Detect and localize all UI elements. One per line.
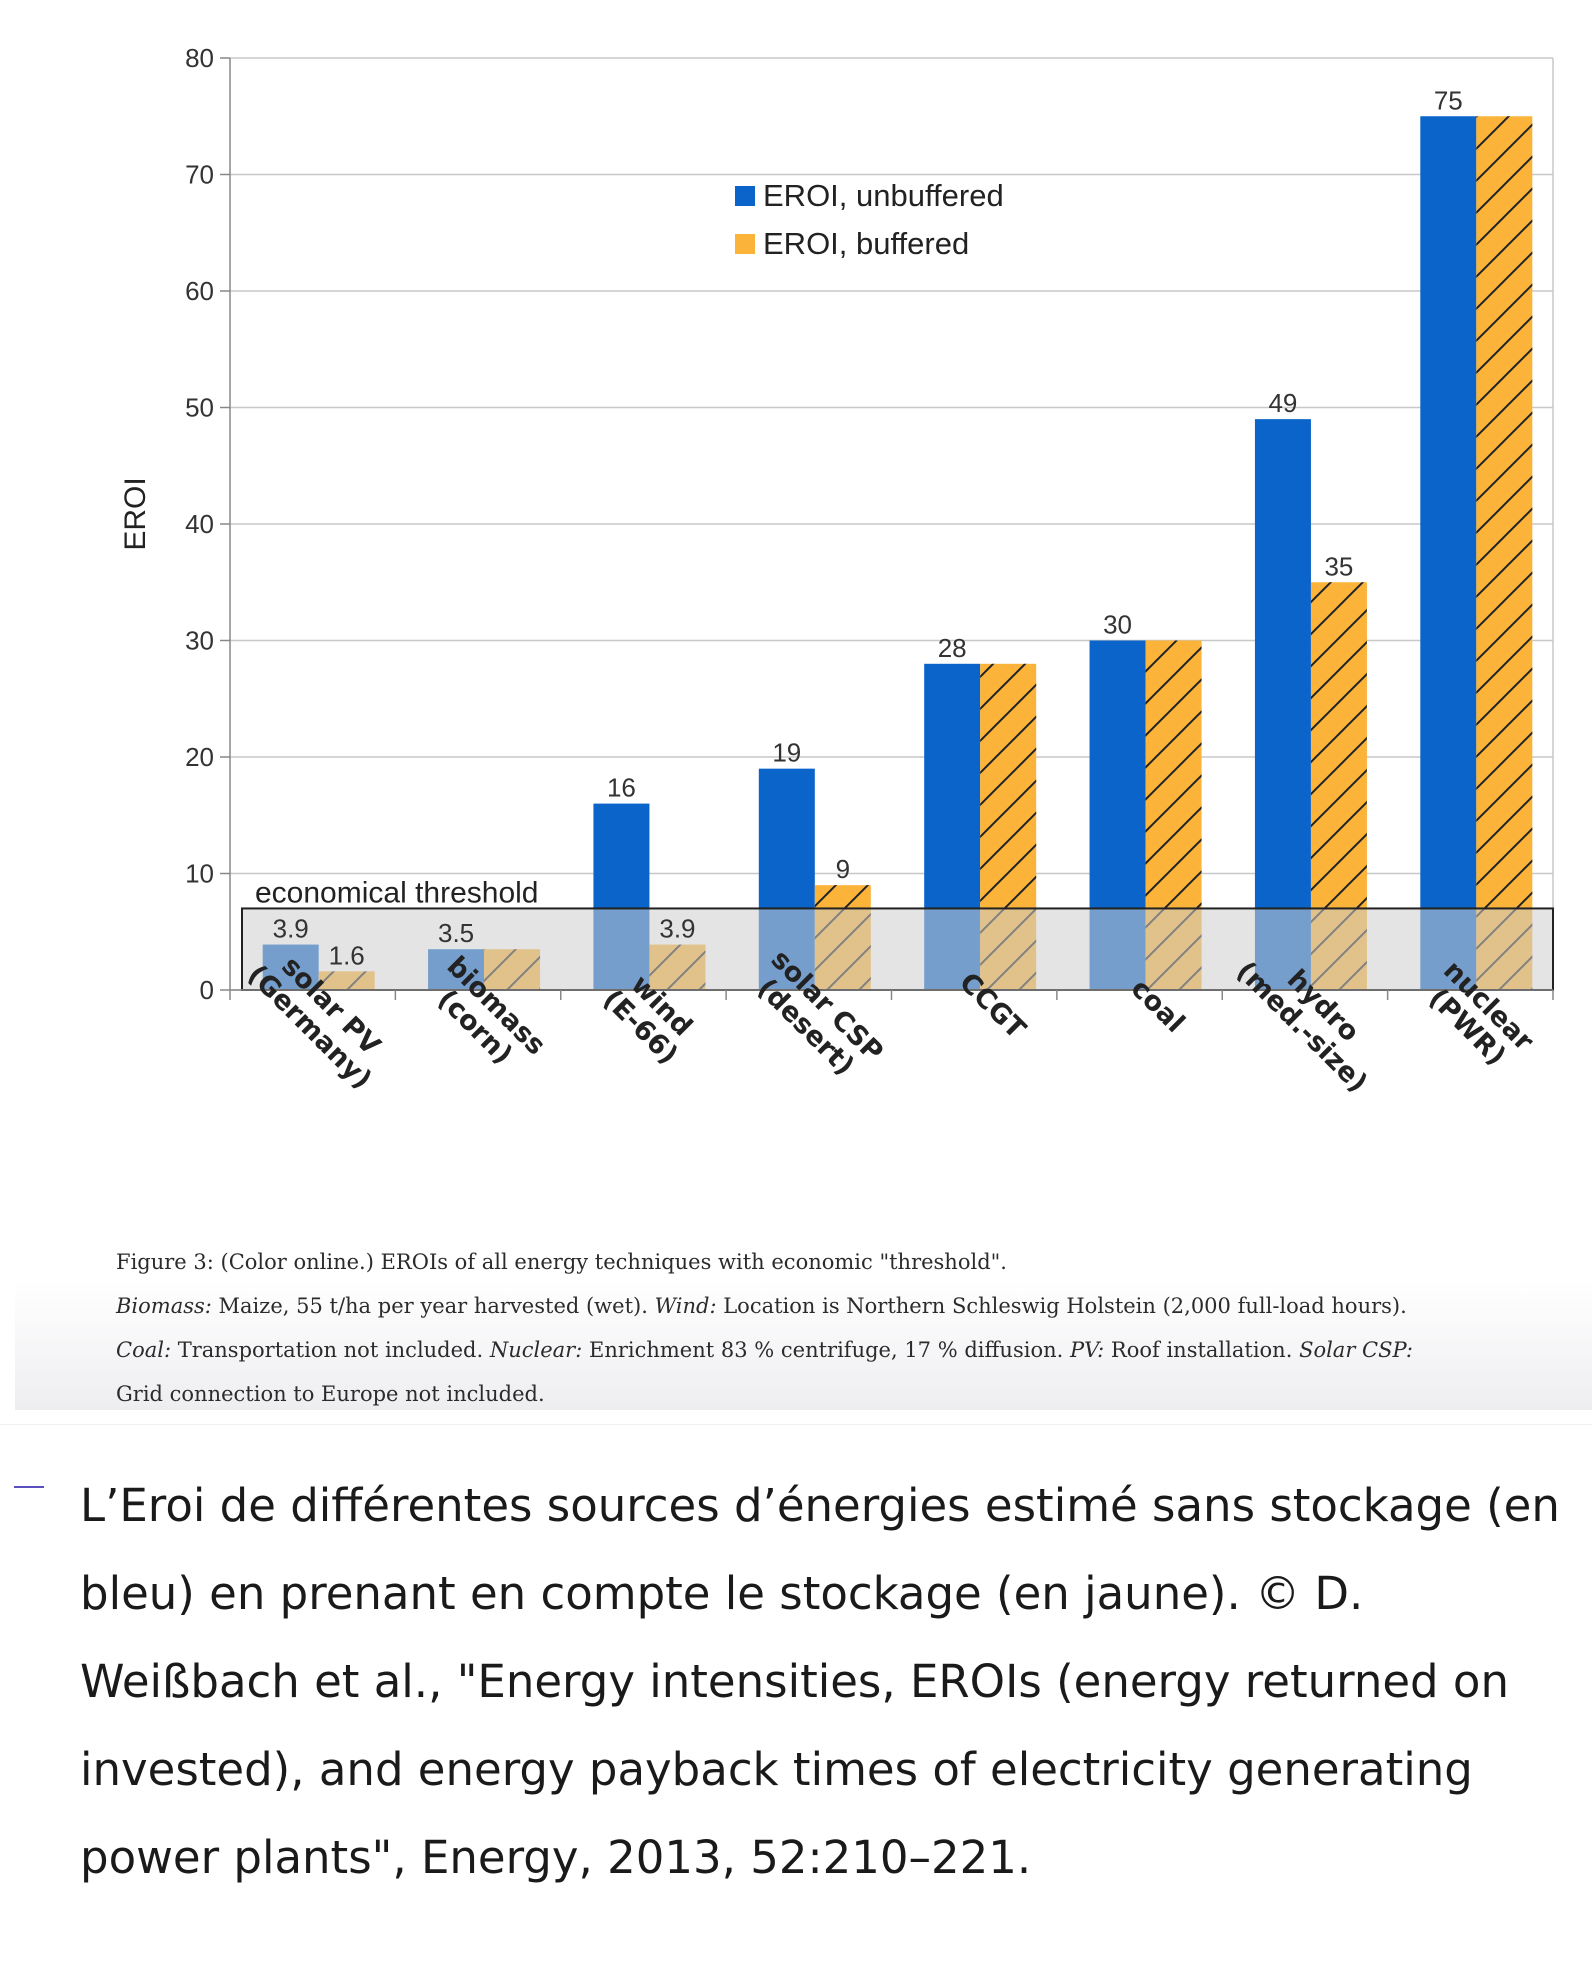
y-tick-label: 40 bbox=[185, 509, 214, 539]
bar-unbuffered bbox=[1420, 116, 1477, 990]
legend-swatch bbox=[735, 186, 755, 206]
y-axis-title: EROI bbox=[119, 477, 152, 550]
y-tick-label: 80 bbox=[185, 43, 214, 73]
photo-caption: L’Eroi de différentes sources d’énergies… bbox=[80, 1479, 1560, 1884]
figure-card: economical threshold 0 10 20 30 40 50 60 70 80 ER… bbox=[15, 10, 1592, 1410]
figure-caption: Figure 3: (Color online.) EROIs of all e… bbox=[116, 1240, 1586, 1410]
caption-biomass-text: Maize, 55 t/ha per year harvested (wet). bbox=[211, 1294, 655, 1318]
legend-swatch bbox=[735, 234, 755, 254]
figure-caption-line-4: Grid connection to Europe not included. bbox=[116, 1382, 545, 1406]
data-label-buffered: 3.9 bbox=[659, 914, 695, 944]
caption-nuclear-label: Nuclear: bbox=[489, 1338, 583, 1362]
data-label-buffered: 9 bbox=[836, 854, 850, 884]
data-label-buffered: 35 bbox=[1324, 551, 1353, 581]
data-label-unbuffered: 75 bbox=[1434, 85, 1463, 115]
data-label-unbuffered: 30 bbox=[1103, 610, 1132, 640]
caption-coal-label: Coal: bbox=[116, 1338, 172, 1362]
caption-wind-label: Wind: bbox=[654, 1294, 717, 1318]
data-label-buffered: 1.6 bbox=[329, 940, 365, 970]
caption-csp-label: Solar CSP: bbox=[1299, 1338, 1413, 1362]
gridlines bbox=[230, 57, 1554, 991]
caption-wind-text: Location is Northern Schleswig Holstein … bbox=[716, 1294, 1407, 1318]
y-tick-label: 0 bbox=[200, 975, 214, 1005]
data-label-unbuffered: 28 bbox=[938, 633, 967, 663]
eroi-bar-chart: economical threshold 0 10 20 30 40 50 60 70 80 ER… bbox=[119, 43, 1554, 1099]
figure-caption-line-2: Biomass: Maize, 55 t/ha per year harvest… bbox=[116, 1284, 1586, 1328]
y-tick-label: 20 bbox=[185, 742, 214, 772]
legend: EROI, unbuffered EROI, buffered bbox=[735, 178, 1004, 261]
divider bbox=[0, 1424, 1592, 1425]
data-label-unbuffered: 49 bbox=[1268, 388, 1297, 418]
caption-coal-text: Transportation not included. bbox=[171, 1338, 490, 1362]
bar-unbuffered bbox=[1254, 419, 1311, 990]
caption-nuclear-text: Enrichment 83 % centrifuge, 17 % diffusi… bbox=[582, 1338, 1070, 1362]
y-tick-label: 10 bbox=[185, 859, 214, 889]
legend-entry: EROI, buffered bbox=[763, 226, 969, 261]
data-label-unbuffered: 3.5 bbox=[438, 918, 474, 948]
data-label-unbuffered: 16 bbox=[607, 773, 636, 803]
threshold-label: economical threshold bbox=[255, 876, 539, 909]
caption-pv-label: PV: bbox=[1069, 1338, 1105, 1362]
y-tick-label: 50 bbox=[185, 393, 214, 423]
figure-caption-line-1: Figure 3: (Color online.) EROIs of all e… bbox=[116, 1250, 1007, 1274]
caption-dash-icon bbox=[14, 1486, 44, 1488]
data-label-unbuffered: 3.9 bbox=[273, 914, 309, 944]
figure-caption-line-3: Coal: Transportation not included. Nucle… bbox=[116, 1328, 1586, 1372]
caption-biomass-label: Biomass: bbox=[116, 1294, 212, 1318]
caption-pv-text: Roof installation. bbox=[1104, 1338, 1300, 1362]
legend-entry: EROI, unbuffered bbox=[763, 178, 1004, 213]
data-label-unbuffered: 19 bbox=[772, 738, 801, 768]
bar-buffered-hatch bbox=[1476, 116, 1533, 990]
y-tick-label: 30 bbox=[185, 626, 214, 656]
y-tick-label: 60 bbox=[185, 276, 214, 306]
y-tick-label: 70 bbox=[185, 160, 214, 190]
data-labels: 3.9 1.6 3.5 16 3.9 19 9 28 30 49 35 75 bbox=[273, 85, 1463, 970]
